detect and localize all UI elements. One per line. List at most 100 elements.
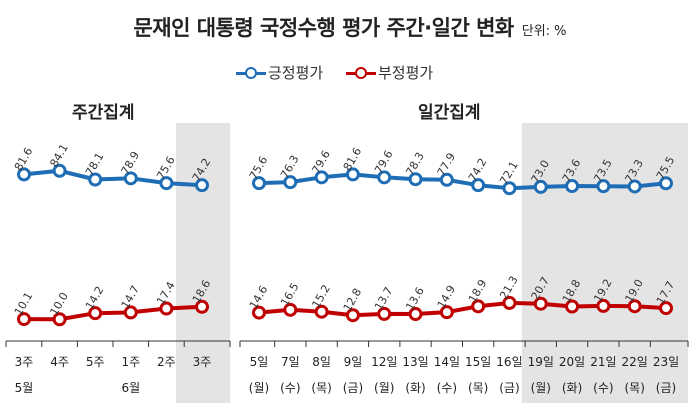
daily-category-label: 19일 [528, 355, 554, 369]
daily-positive-point [345, 167, 360, 182]
daily-weekday-label: (수) [593, 381, 613, 395]
daily-weekday-label: (화) [562, 381, 582, 395]
weekly-section-title: 주간집계 [72, 103, 135, 123]
daily-negative-point [596, 298, 611, 313]
daily-category-label: 22일 [622, 355, 648, 369]
daily-category-label: 8일 [312, 355, 331, 369]
weekly-month-label: 5월 [15, 381, 34, 395]
weekly-positive-data-label: 84.1 [47, 142, 71, 170]
daily-positive-point [533, 179, 548, 194]
weekly-positive-line [23, 168, 203, 188]
daily-category-label: 12일 [371, 355, 397, 369]
weekly-negative-data-label: 10.0 [47, 290, 71, 318]
daily-positive-data-label: 72.1 [497, 159, 521, 187]
daily-positive-data-label: 79.6 [309, 148, 333, 176]
daily-weekday-label: (월) [374, 381, 394, 395]
weekly-negative-point [17, 312, 31, 327]
weekly-positive-point [88, 172, 103, 187]
weekly-positive-point [195, 178, 209, 193]
weekly-negative-data-label: 14.7 [119, 283, 143, 311]
daily-positive-data-label: 81.6 [341, 145, 365, 173]
weekly-positive-data-label: 75.6 [154, 154, 178, 182]
daily-positive-data-label: 75.6 [247, 154, 271, 182]
weekly-positive-point [159, 176, 174, 191]
daily-weekday-label: (목) [624, 381, 644, 395]
weekly-negative-point [123, 305, 138, 320]
daily-negative-point [565, 299, 580, 314]
daily-category-label: 5일 [250, 355, 269, 369]
weekly-negative-point [88, 306, 103, 321]
daily-negative-point [439, 305, 454, 320]
unit-label: 단위: % [521, 24, 567, 39]
daily-category-label: 14일 [434, 355, 460, 369]
daily-weekday-label: (금) [499, 381, 519, 395]
daily-positive-point [377, 170, 392, 185]
daily-positive-point [408, 172, 423, 187]
daily-negative-point [533, 296, 548, 311]
daily-weekday-label: (화) [405, 381, 425, 395]
daily-negative-point [659, 301, 673, 316]
daily-weekday-label: (월) [249, 381, 269, 395]
daily-positive-point [252, 176, 266, 191]
legend-item-positive: 긍정평가 [236, 62, 323, 83]
daily-weekday-label: (금) [656, 381, 676, 395]
daily-positive-data-label: 76.3 [278, 153, 302, 181]
daily-category-label: 13일 [402, 355, 428, 369]
weekly-negative-data-label: 10.1 [12, 290, 36, 318]
daily-positive-point [471, 178, 486, 193]
daily-category-label: 7일 [281, 355, 300, 369]
daily-negative-point [345, 308, 360, 323]
weekly-highlight-band [176, 123, 230, 403]
daily-negative-data-label: 13.6 [403, 285, 427, 313]
daily-positive-point [659, 176, 673, 191]
daily-section-title: 일간집계 [418, 103, 481, 123]
daily-negative-point [252, 305, 266, 320]
daily-category-label: 20일 [559, 355, 585, 369]
daily-positive-point [502, 181, 517, 196]
daily-category-label: 23일 [653, 355, 679, 369]
daily-negative-point [377, 306, 392, 321]
legend-label-negative: 부정평가 [378, 64, 434, 82]
daily-weekday-label: (수) [280, 381, 300, 395]
weekly-negative-point [195, 299, 209, 314]
daily-negative-data-label: 13.7 [372, 285, 396, 313]
daily-positive-data-label: 77.9 [435, 151, 459, 179]
weekly-category-label: 5주 [86, 355, 105, 369]
daily-positive-point [565, 179, 580, 194]
daily-negative-point [408, 307, 423, 322]
daily-category-label: 21일 [590, 355, 616, 369]
weekly-negative-data-label: 17.4 [154, 279, 178, 307]
legend-label-positive: 긍정평가 [268, 64, 324, 82]
weekly-category-label: 3주 [193, 355, 212, 369]
daily-negative-data-label: 21.3 [497, 274, 521, 302]
daily-positive-point [283, 175, 298, 190]
weekly-positive-point [52, 163, 67, 178]
daily-weekday-label: (수) [437, 381, 457, 395]
daily-positive-data-label: 79.6 [372, 148, 396, 176]
weekly-negative-data-label: 14.2 [83, 284, 107, 312]
weekly-positive-data-label: 78.9 [119, 149, 143, 177]
legend-item-negative: 부정평가 [346, 62, 433, 83]
daily-negative-data-label: 16.5 [278, 281, 302, 309]
daily-negative-point [627, 299, 642, 314]
daily-category-label: 9일 [344, 355, 363, 369]
daily-weekday-label: (월) [531, 381, 551, 395]
weekly-positive-data-label: 78.1 [83, 150, 107, 178]
daily-positive-data-label: 78.3 [403, 150, 427, 178]
daily-weekday-label: (금) [343, 381, 363, 395]
daily-negative-point [283, 302, 298, 317]
weekly-positive-data-label: 81.6 [12, 145, 36, 173]
daily-category-label: 15일 [465, 355, 491, 369]
weekly-negative-point [159, 301, 174, 316]
weekly-category-label: 1주 [121, 355, 140, 369]
daily-negative-data-label: 14.9 [435, 283, 459, 311]
weekly-category-label: 3주 [15, 355, 34, 369]
daily-negative-data-label: 12.8 [341, 286, 365, 314]
chart-title: 문재인 대통령 국정수행 평가 주간·일간 변화 [133, 16, 514, 40]
legend-marker-positive [236, 66, 266, 79]
weekly-negative-point [52, 312, 67, 327]
daily-negative-data-label: 15.2 [309, 283, 333, 311]
daily-positive-data-label: 74.2 [466, 156, 490, 184]
daily-negative-point [471, 299, 486, 314]
